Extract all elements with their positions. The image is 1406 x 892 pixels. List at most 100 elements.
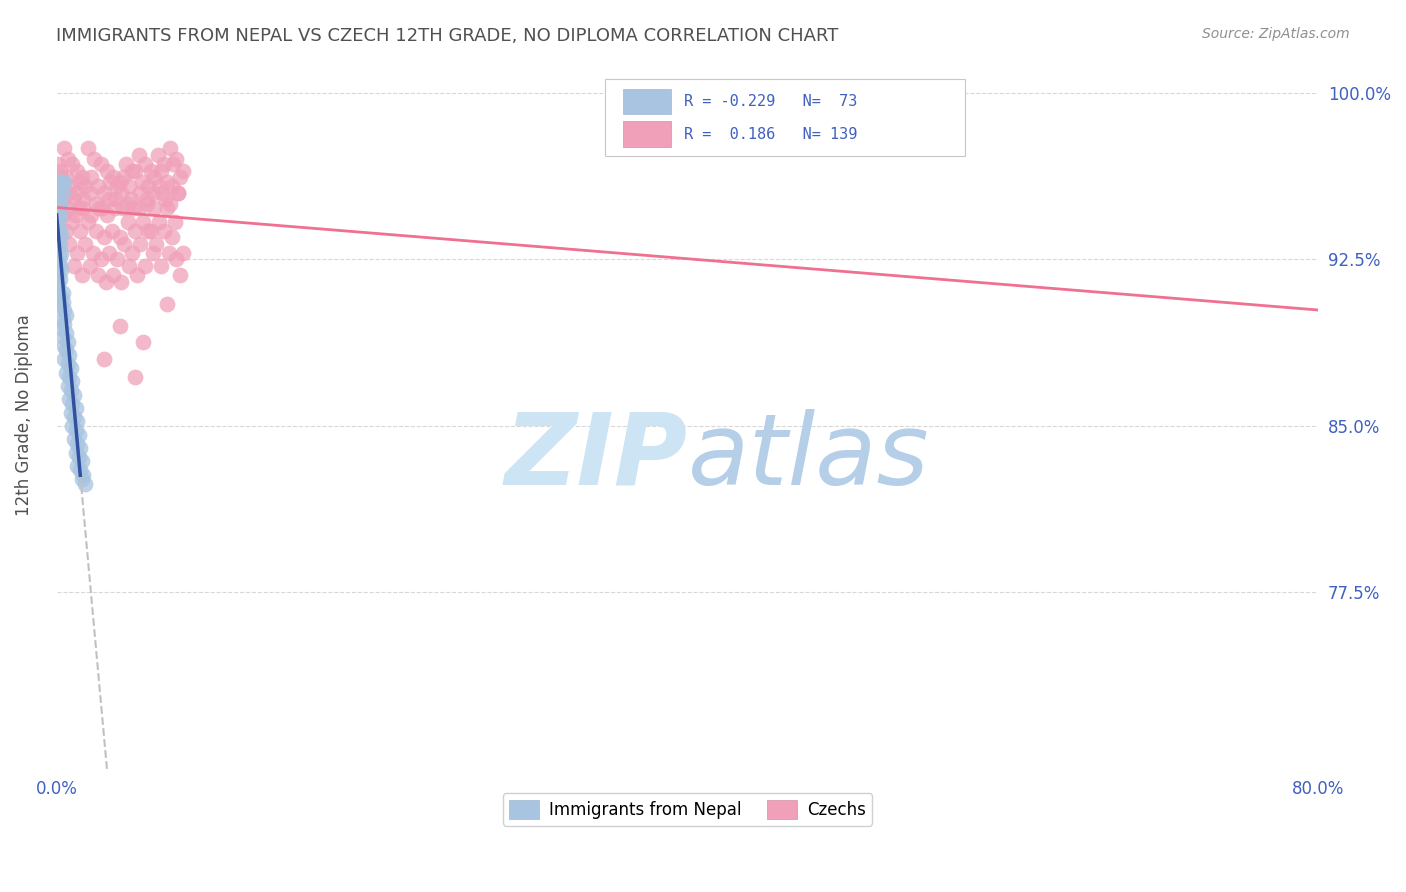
Point xyxy=(63,259,86,273)
Point xyxy=(53,303,76,318)
Point xyxy=(141,163,163,178)
Point xyxy=(53,175,76,189)
Point xyxy=(46,212,69,227)
Point xyxy=(136,223,159,237)
Point xyxy=(124,223,146,237)
Point xyxy=(46,186,69,200)
Point xyxy=(160,179,183,194)
Point xyxy=(51,170,73,185)
Point xyxy=(80,208,103,222)
Point xyxy=(124,163,146,178)
Point xyxy=(66,163,89,178)
Point xyxy=(156,175,179,189)
Point xyxy=(53,317,76,331)
Point xyxy=(51,175,73,189)
Point xyxy=(104,202,127,216)
Point xyxy=(49,208,72,222)
Point xyxy=(103,170,125,185)
Point xyxy=(60,157,83,171)
Point xyxy=(77,141,100,155)
Point xyxy=(52,186,75,200)
Point xyxy=(157,245,180,260)
Point xyxy=(49,197,72,211)
Point xyxy=(153,157,176,171)
Point xyxy=(49,197,72,211)
Point xyxy=(153,223,176,237)
Point xyxy=(143,170,166,185)
Point xyxy=(60,418,83,433)
Point xyxy=(156,297,179,311)
Point xyxy=(56,334,79,349)
Point xyxy=(145,236,167,251)
Point xyxy=(56,186,79,200)
Point xyxy=(72,193,94,207)
Point xyxy=(90,157,112,171)
Point xyxy=(97,193,120,207)
Point xyxy=(118,179,141,194)
Point xyxy=(56,357,79,371)
Point xyxy=(118,259,141,273)
Point xyxy=(52,330,75,344)
Point xyxy=(135,193,157,207)
Point xyxy=(66,436,89,450)
Point xyxy=(69,441,91,455)
Point xyxy=(84,223,107,237)
Text: IMMIGRANTS FROM NEPAL VS CZECH 12TH GRADE, NO DIPLOMA CORRELATION CHART: IMMIGRANTS FROM NEPAL VS CZECH 12TH GRAD… xyxy=(56,27,838,45)
Point xyxy=(55,326,77,340)
Text: R =  0.186   N= 139: R = 0.186 N= 139 xyxy=(683,127,858,142)
Point xyxy=(67,450,90,464)
Point xyxy=(90,252,112,267)
Point xyxy=(104,193,127,207)
FancyBboxPatch shape xyxy=(623,121,671,147)
Point xyxy=(108,230,131,244)
Point xyxy=(108,175,131,189)
Point xyxy=(117,197,139,211)
Point xyxy=(150,186,173,200)
Point xyxy=(51,175,73,189)
Point xyxy=(91,202,114,216)
Point xyxy=(111,202,134,216)
Point xyxy=(52,193,75,207)
Point xyxy=(66,458,89,473)
Point xyxy=(51,290,73,304)
Point xyxy=(65,208,87,222)
Point xyxy=(46,193,69,207)
Point xyxy=(96,163,118,178)
Point xyxy=(135,197,157,211)
Point xyxy=(46,268,69,282)
Point xyxy=(149,163,172,178)
Point xyxy=(51,227,73,242)
Point xyxy=(49,250,72,264)
Point xyxy=(172,163,194,178)
Point xyxy=(146,148,169,162)
Point xyxy=(60,397,83,411)
Point xyxy=(79,259,101,273)
Point xyxy=(86,179,108,194)
Point xyxy=(98,175,121,189)
Point xyxy=(115,157,138,171)
Point xyxy=(60,214,83,228)
Point xyxy=(159,197,181,211)
Point xyxy=(163,214,186,228)
Point xyxy=(52,285,75,300)
Point xyxy=(159,141,181,155)
Point xyxy=(162,157,184,171)
Point xyxy=(49,236,72,251)
Point xyxy=(55,343,77,358)
Point xyxy=(132,214,155,228)
Point xyxy=(131,175,153,189)
FancyBboxPatch shape xyxy=(606,78,965,155)
Point xyxy=(148,214,170,228)
Point xyxy=(49,259,72,273)
Point xyxy=(112,236,135,251)
Point xyxy=(129,236,152,251)
Point xyxy=(46,281,69,295)
Point xyxy=(93,230,115,244)
Point xyxy=(55,366,77,380)
Point xyxy=(167,186,190,200)
Point xyxy=(70,472,93,486)
Point xyxy=(142,186,165,200)
Point xyxy=(134,259,156,273)
Point xyxy=(46,241,69,255)
Point xyxy=(103,268,125,282)
